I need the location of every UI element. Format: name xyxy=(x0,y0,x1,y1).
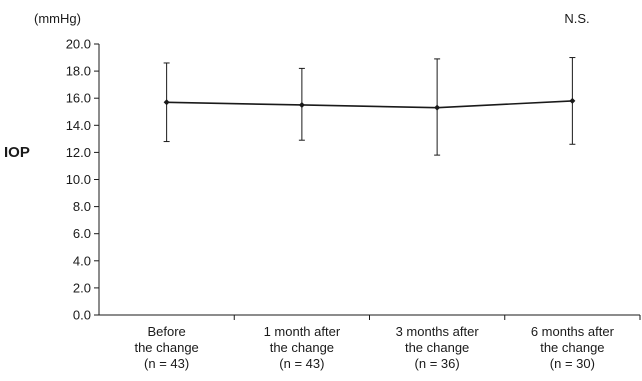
y-unit-label: (mmHg) xyxy=(34,11,81,26)
series xyxy=(163,97,576,111)
y-tick-label: 12.0 xyxy=(66,145,91,160)
y-tick-label: 0.0 xyxy=(73,308,91,323)
x-category-label-line: the change xyxy=(134,340,198,355)
series-line xyxy=(166,100,573,109)
significance-annotation: N.S. xyxy=(564,11,589,26)
x-category-label-line: 6 months after xyxy=(531,324,615,339)
y-tick-label: 4.0 xyxy=(73,253,91,268)
data-point xyxy=(163,99,170,106)
x-category-label-line: (n = 36) xyxy=(415,356,460,371)
y-tick-label: 18.0 xyxy=(66,64,91,79)
x-category-label-line: the change xyxy=(540,340,604,355)
x-category-label-line: (n = 30) xyxy=(550,356,595,371)
y-tick-label: 20.0 xyxy=(66,37,91,52)
y-tick-label: 6.0 xyxy=(73,226,91,241)
x-category-label-line: the change xyxy=(270,340,334,355)
x-category-label-line: (n = 43) xyxy=(144,356,189,371)
x-category-label-line: 1 month after xyxy=(264,324,341,339)
x-category-label-line: Before xyxy=(147,324,185,339)
x-category-label-line: 3 months after xyxy=(396,324,480,339)
y-tick-label: 10.0 xyxy=(66,172,91,187)
data-point xyxy=(434,104,441,111)
y-ticks: 0.0 2.0 4.0 6.0 8.0 10.0 12.0 14.0 16.0 18.0 20.0 xyxy=(66,37,99,323)
data-point xyxy=(298,101,305,108)
y-tick-label: 8.0 xyxy=(73,199,91,214)
y-tick-label: 16.0 xyxy=(66,91,91,106)
x-category-label-line: (n = 43) xyxy=(279,356,324,371)
x-category-label-line: the change xyxy=(405,340,469,355)
data-point xyxy=(569,97,576,104)
y-tick-label: 2.0 xyxy=(73,280,91,295)
y-axis-label: IOP xyxy=(4,144,30,161)
y-tick-label: 14.0 xyxy=(66,118,91,133)
axes xyxy=(98,44,641,320)
